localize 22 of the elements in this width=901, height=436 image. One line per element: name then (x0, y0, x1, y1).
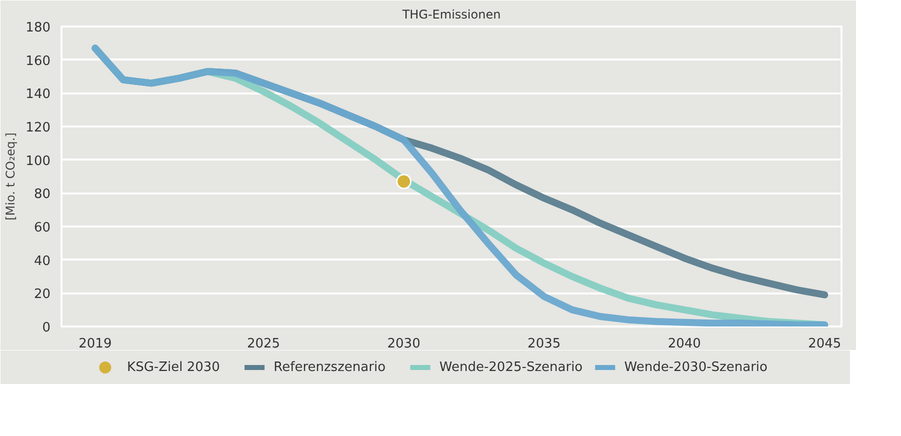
x-tick-label: 2040 (668, 336, 701, 352)
x-tick-label: 2035 (528, 336, 561, 352)
y-tick-label: 160 (26, 54, 51, 69)
y-tick-label: 40 (34, 254, 51, 269)
x-tick-label: 2025 (246, 336, 280, 352)
y-tick-label: 180 (26, 20, 51, 36)
y-tick-label: 80 (34, 187, 51, 202)
x-tick-label: 2019 (78, 336, 112, 352)
y-axis-title: [Mio. t CO₂eq.] (4, 132, 18, 220)
legend-label: Referenzszenario (274, 360, 386, 375)
y-tick-label: 100 (26, 154, 51, 169)
y-tick-label: 0 (42, 320, 51, 336)
legend-label: Wende-2025-Szenario (439, 360, 583, 375)
y-tick-label: 120 (26, 120, 51, 136)
legend-label: Wende-2030-Szenario (624, 360, 768, 375)
y-tick-label: 20 (34, 287, 51, 302)
y-tick-label: 60 (34, 220, 51, 236)
x-tick-label: 2045 (808, 336, 842, 352)
chart-title: THG-Emissionen (401, 8, 501, 22)
y-tick-label: 140 (26, 87, 51, 102)
legend-label: KSG-Ziel 2030 (127, 360, 220, 375)
x-tick-label: 2030 (387, 336, 420, 352)
